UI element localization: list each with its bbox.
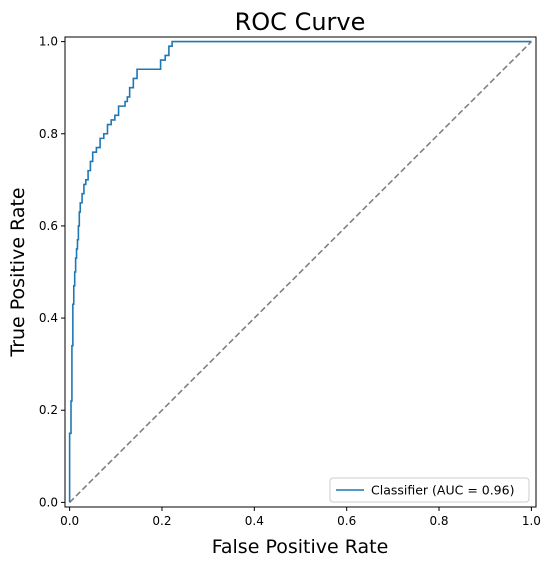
x-tick-label: 0.8 bbox=[429, 514, 448, 528]
y-axis-label: True Positive Rate bbox=[7, 187, 29, 357]
plot-area bbox=[68, 40, 532, 503]
x-tick-label: 0.2 bbox=[152, 514, 171, 528]
legend-box bbox=[329, 477, 530, 503]
classifier-roc-line bbox=[68, 40, 532, 503]
plot-frame bbox=[64, 36, 537, 508]
x-axis-ticks: 0.0 0.2 0.4 0.6 0.8 1.0 bbox=[60, 507, 541, 528]
y-tick-label: 0.8 bbox=[39, 127, 58, 141]
x-axis-label: False Positive Rate bbox=[212, 536, 389, 558]
y-tick-label: 0.6 bbox=[39, 219, 58, 233]
chart-title: ROC Curve bbox=[235, 8, 366, 36]
legend: Classifier (AUC = 0.96) bbox=[329, 477, 530, 503]
x-tick-label: 0.0 bbox=[60, 514, 79, 528]
y-tick-label: 0.0 bbox=[39, 495, 58, 509]
random-chance-diagonal-line bbox=[69, 41, 532, 503]
y-tick-label: 1.0 bbox=[39, 35, 58, 49]
y-axis-ticks: 0.0 0.2 0.4 0.6 0.8 1.0 bbox=[39, 35, 65, 509]
y-tick-label: 0.4 bbox=[39, 311, 58, 325]
x-tick-label: 1.0 bbox=[522, 514, 541, 528]
x-tick-label: 0.6 bbox=[337, 514, 356, 528]
x-tick-label: 0.4 bbox=[245, 514, 264, 528]
y-tick-label: 0.2 bbox=[39, 403, 58, 417]
legend-label-classifier: Classifier (AUC = 0.96) bbox=[371, 483, 514, 498]
